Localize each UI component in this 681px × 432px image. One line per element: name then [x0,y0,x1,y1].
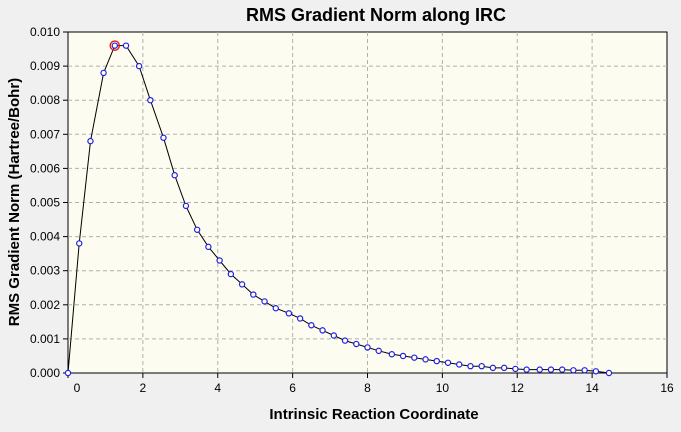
data-point [182,202,190,210]
data-point [500,364,508,372]
data-point [536,366,543,373]
data-point [605,369,613,377]
y-axis-label: RMS Gradient Norm (Hartree/Bohr) [6,78,23,326]
data-point [205,243,212,251]
y-tick-label: 0.002 [30,298,60,312]
y-tick-label: 0.007 [30,127,60,141]
data-point [375,347,382,355]
y-tick-label: 0.004 [30,230,60,244]
data-point [160,134,167,141]
y-tick-label: 0.003 [30,264,60,278]
y-tick-label: 0.000 [30,366,60,380]
data-point [100,69,107,77]
data-point [547,366,555,373]
data-point [87,137,94,145]
x-tick-label: 12 [511,381,525,395]
data-point [581,367,588,374]
data-point [227,270,235,278]
data-point [592,368,600,375]
y-tick-label: 0.008 [30,93,60,107]
y-tick-label: 0.001 [30,332,60,346]
data-point [364,344,371,351]
data-point [285,310,293,317]
data-point [388,351,396,358]
data-point [478,362,485,370]
data-point [111,42,118,49]
data-point [411,354,418,361]
x-tick-label: 10 [436,381,450,395]
data-point [319,327,326,334]
data-point [238,281,246,288]
data-point [570,367,577,374]
data-point [296,315,304,322]
data-point [512,365,519,373]
data-point [64,369,72,377]
data-point [353,340,360,348]
data-point [122,42,130,49]
y-tick-label: 0.009 [30,59,60,73]
x-tick-label: 0 [74,381,81,395]
data-point [250,291,257,298]
y-tick-label: 0.006 [30,161,60,175]
data-point [467,362,474,370]
data-point [193,226,201,233]
data-point [76,240,83,247]
data-point [489,364,497,372]
data-point [171,172,178,179]
data-point [558,366,566,373]
data-point [147,96,154,104]
data-point [341,337,349,344]
data-point [523,366,530,373]
data-point [261,298,268,305]
data-point [422,356,429,363]
x-tick-label: 8 [364,381,371,395]
x-tick-label: 14 [585,381,599,395]
y-tick-label: 0.010 [30,25,60,39]
data-point [433,357,440,365]
y-tick-label: 0.005 [30,196,60,210]
x-tick-label: 4 [214,381,221,395]
data-point [330,332,338,339]
x-tick-label: 16 [660,381,674,395]
data-point [272,305,279,312]
data-point [399,352,407,360]
x-axis-label: Intrinsic Reaction Coordinate [269,406,478,423]
data-point [308,322,315,329]
data-point [444,359,452,366]
x-tick-label: 6 [289,381,296,395]
data-point [216,257,223,264]
selected-point-marker[interactable] [109,40,121,51]
data-point [135,62,143,70]
data-point [456,361,463,368]
x-tick-label: 2 [140,381,147,395]
chart-title: RMS Gradient Norm along IRC [246,5,506,25]
